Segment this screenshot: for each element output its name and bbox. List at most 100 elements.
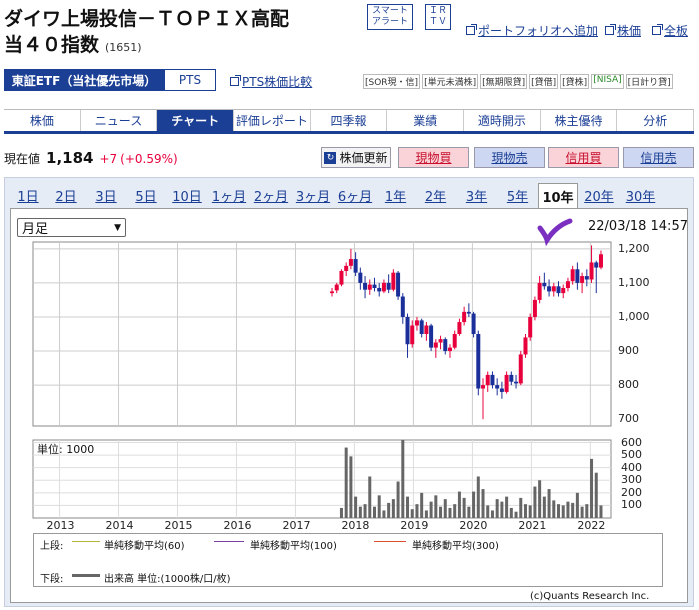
- candle-body: [575, 269, 580, 283]
- interval-select[interactable]: 月足 ▼: [17, 218, 126, 237]
- tab-earnings[interactable]: 業績: [387, 110, 465, 131]
- legend-volume-line: [72, 574, 100, 577]
- period-tab-10[interactable]: 2年: [424, 190, 447, 205]
- candle-body: [372, 284, 377, 288]
- candle-body: [419, 320, 424, 334]
- smart-alert-line1: スマート: [372, 6, 408, 16]
- price-label: 現在値: [4, 152, 41, 166]
- period-tab-0[interactable]: 1日: [17, 190, 39, 205]
- period-tab-7[interactable]: 3ヶ月: [295, 190, 331, 205]
- tab-news[interactable]: ニュース: [81, 110, 158, 131]
- volume-bar: [561, 505, 565, 518]
- candle-body: [367, 284, 372, 290]
- volume-bar: [571, 502, 575, 518]
- volume-bar: [382, 510, 386, 518]
- tab-shikiho[interactable]: 四季報: [311, 110, 388, 131]
- period-tab-11[interactable]: 3年: [465, 190, 488, 205]
- margin-buy-button[interactable]: 信用買: [548, 147, 619, 168]
- tab-stock-price[interactable]: 株価: [4, 110, 81, 131]
- refresh-button[interactable]: ↻ 株価更新: [321, 147, 391, 168]
- candle-body: [433, 342, 438, 348]
- volume-bar: [443, 499, 447, 518]
- legend-ma60-line: [72, 541, 100, 542]
- period-tab-4[interactable]: 10日: [172, 190, 202, 205]
- title-text: 当４０指数: [4, 34, 100, 56]
- copyright: (c)Quants Research Inc.: [530, 591, 650, 602]
- tab-tse-etf[interactable]: 東証ETF（当社優先市場）: [4, 69, 164, 91]
- tab-benefits[interactable]: 株主優待: [541, 110, 618, 131]
- tab-analysis[interactable]: 分析: [617, 110, 695, 131]
- period-tab-9[interactable]: 1年: [384, 190, 407, 205]
- candle-body: [438, 339, 443, 343]
- volume-bar: [509, 507, 513, 518]
- add-portfolio-link[interactable]: ポートフォリオへ追加: [466, 22, 598, 39]
- smart-alert-button[interactable]: スマート アラート: [367, 4, 413, 30]
- page-title-line2: 当４０指数 (1651): [4, 30, 142, 57]
- volume-bar: [481, 489, 485, 518]
- volume-bar: [557, 504, 561, 518]
- period-tab-15[interactable]: 30年: [625, 190, 656, 205]
- tab-report[interactable]: 評価レポート: [234, 110, 311, 131]
- period-tab-2[interactable]: 3日: [95, 190, 117, 205]
- volume-tick-label: 300: [621, 473, 642, 487]
- candle-body: [542, 282, 547, 287]
- page-title: ダイワ上場投信－ＴＯＰＩＸ高配: [4, 8, 290, 30]
- period-tab-5[interactable]: 1ヶ月: [211, 190, 247, 205]
- candle-body: [330, 291, 335, 294]
- candle-body: [580, 276, 585, 283]
- cash-buy-button[interactable]: 現物買: [398, 147, 469, 168]
- volume-bar: [505, 496, 509, 518]
- pts-compare-link[interactable]: PTS株価比較: [230, 73, 312, 90]
- checkmark-annotation: [537, 218, 573, 247]
- candle-body: [481, 385, 486, 389]
- period-tab-8[interactable]: 6ヶ月: [337, 190, 373, 205]
- candle-body: [556, 286, 561, 294]
- ir-tv-line2: ＴＶ: [428, 17, 447, 27]
- volume-bar: [457, 491, 461, 518]
- volume-bar: [580, 506, 584, 518]
- candle-body: [414, 320, 419, 326]
- period-tab-6[interactable]: 2ヶ月: [253, 190, 289, 205]
- candle-body: [410, 325, 415, 345]
- period-tab-1[interactable]: 2日: [55, 190, 77, 205]
- legend-box: [33, 533, 663, 587]
- price-change-pct: (+0.59%): [120, 152, 178, 166]
- legend-ma100-line: [214, 541, 244, 542]
- main-nav: 株価 ニュース チャート 評価レポート 四季報 業績 適時開示 株主優待 分析: [4, 109, 695, 134]
- cash-sell-button[interactable]: 現物売: [474, 147, 545, 168]
- candle-body: [447, 347, 452, 352]
- tab-pts[interactable]: PTS: [164, 69, 216, 91]
- period-tab-14[interactable]: 20年: [584, 190, 614, 205]
- volume-bar: [533, 486, 537, 518]
- volume-bar: [448, 507, 452, 518]
- full-board-link[interactable]: 全板: [652, 22, 688, 39]
- volume-bar: [566, 501, 570, 518]
- tab-chart[interactable]: チャート: [157, 110, 235, 131]
- period-tab-12[interactable]: 5年: [506, 190, 529, 205]
- volume-bar: [424, 510, 428, 518]
- price-tick-label: 700: [618, 412, 639, 426]
- volume-bar: [439, 506, 443, 518]
- volume-bar: [339, 507, 343, 518]
- candle-body: [570, 269, 575, 282]
- volume-bar: [523, 504, 527, 518]
- period-tab-3[interactable]: 5日: [135, 190, 157, 205]
- candle-body: [476, 334, 481, 389]
- ir-tv-line1: ＩＲ: [428, 6, 447, 16]
- candle-body: [348, 259, 353, 266]
- legend-lower-label: 下段:: [40, 574, 64, 585]
- legend-ma100: 単純移動平均(100): [250, 541, 337, 552]
- period-tab-13[interactable]: 10年: [538, 183, 578, 208]
- ir-tv-button[interactable]: ＩＲ ＴＶ: [425, 4, 451, 30]
- volume-bar: [500, 501, 504, 518]
- stock-price-link[interactable]: 株価: [605, 22, 641, 39]
- tab-disclosure[interactable]: 適時開示: [464, 110, 541, 131]
- candle-body: [523, 337, 528, 355]
- margin-sell-button[interactable]: 信用売: [623, 147, 694, 168]
- candle-body: [504, 374, 509, 392]
- volume-tick-label: 400: [621, 460, 642, 474]
- candle-body: [429, 325, 434, 348]
- volume-bar: [363, 504, 367, 518]
- volume-bar: [552, 500, 556, 518]
